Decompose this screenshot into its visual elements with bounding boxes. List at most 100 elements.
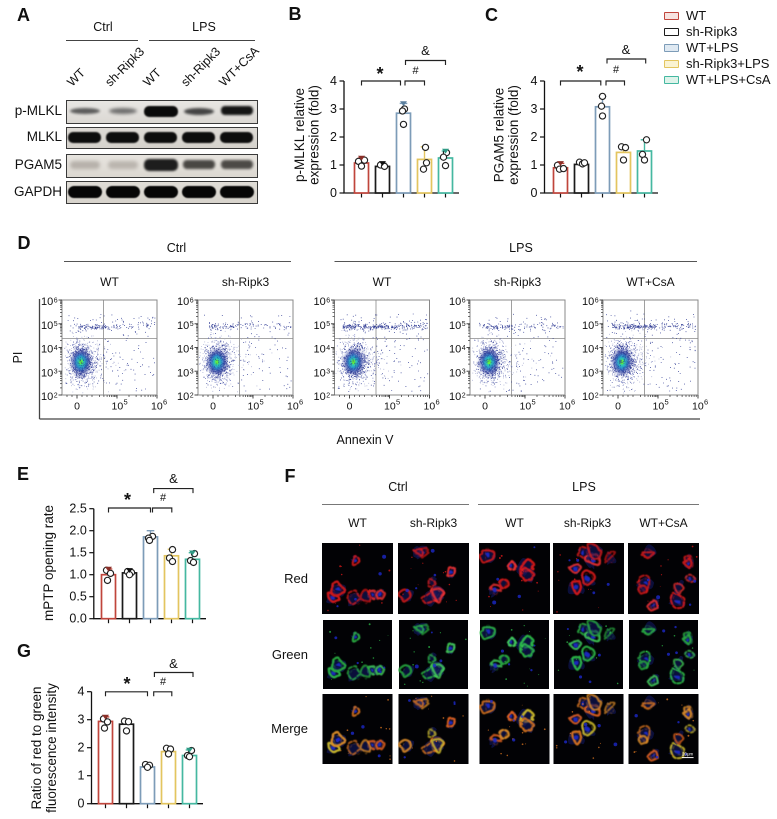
svg-text:fluorescence intensity: fluorescence intensity [44,683,59,813]
svg-text:0: 0 [531,186,538,200]
svg-text:0: 0 [615,401,621,413]
svg-text:10: 10 [112,401,124,413]
svg-text:10: 10 [449,344,461,356]
svg-text:10: 10 [582,344,594,356]
svg-text:0: 0 [78,797,85,811]
svg-text:4: 4 [54,345,58,352]
svg-text:WT+CsA: WT+CsA [626,275,674,289]
svg-text:10: 10 [248,401,260,413]
svg-text:10: 10 [653,401,665,413]
svg-text:5: 5 [462,321,466,328]
svg-text:expression (fold): expression (fold) [307,85,322,185]
svg-text:LPS: LPS [509,241,533,255]
svg-text:Ctrl: Ctrl [167,241,186,255]
svg-text:10: 10 [582,367,594,379]
svg-text:0: 0 [210,401,216,413]
svg-text:&: & [169,471,178,486]
svg-text:2: 2 [190,392,194,399]
svg-text:10: 10 [41,320,53,332]
svg-text:#: # [160,676,167,688]
svg-text:4: 4 [531,74,538,88]
svg-text:6: 6 [190,297,194,304]
svg-text:PI: PI [11,352,25,364]
svg-text:0: 0 [347,401,353,413]
svg-text:5: 5 [190,321,194,328]
svg-text:Annexin V: Annexin V [337,433,395,447]
svg-text:mPTP opening rate: mPTP opening rate [41,505,56,621]
svg-text:PGAM5 relative: PGAM5 relative [492,88,507,183]
svg-text:1.0: 1.0 [69,568,86,582]
svg-text:&: & [169,656,178,671]
svg-text:sh-Ripk3: sh-Ripk3 [222,275,270,289]
svg-text:5: 5 [595,321,599,328]
svg-text:5: 5 [396,398,400,407]
svg-text:expression (fold): expression (fold) [506,85,521,185]
svg-text:10: 10 [559,401,571,413]
svg-text:10: 10 [582,391,594,403]
svg-text:10: 10 [177,344,189,356]
svg-text:WT: WT [100,275,119,289]
svg-text:4: 4 [330,74,337,88]
svg-text:10: 10 [314,296,326,308]
svg-text:6: 6 [163,398,167,407]
svg-text:10: 10 [314,367,326,379]
svg-text:10: 10 [151,401,163,413]
svg-text:#: # [613,64,620,76]
svg-text:10: 10 [314,391,326,403]
svg-text:3: 3 [595,369,599,376]
svg-text:2: 2 [531,130,538,144]
svg-text:0: 0 [74,401,80,413]
svg-text:2: 2 [462,392,466,399]
svg-text:&: & [421,43,430,58]
svg-text:10: 10 [582,296,594,308]
svg-text:6: 6 [326,297,330,304]
svg-text:2: 2 [326,392,330,399]
svg-text:5: 5 [124,398,128,407]
svg-text:10: 10 [449,320,461,332]
svg-text:2.5: 2.5 [69,502,86,516]
svg-text:2: 2 [78,741,85,755]
svg-text:4: 4 [78,685,85,699]
svg-text:10: 10 [177,320,189,332]
svg-text:3: 3 [326,369,330,376]
svg-text:2.0: 2.0 [69,524,86,538]
svg-text:5: 5 [260,398,264,407]
svg-text:1: 1 [78,769,85,783]
svg-text:10: 10 [582,320,594,332]
svg-text:1: 1 [330,158,337,172]
svg-text:6: 6 [571,398,575,407]
svg-text:10: 10 [384,401,396,413]
svg-text:10: 10 [41,296,53,308]
svg-text:5: 5 [54,321,58,328]
svg-text:10: 10 [41,344,53,356]
svg-text:*: * [124,490,131,510]
svg-text:10: 10 [287,401,299,413]
svg-text:2: 2 [330,130,337,144]
svg-text:6: 6 [462,297,466,304]
svg-text:6: 6 [299,398,303,407]
svg-text:3: 3 [531,102,538,116]
svg-text:5: 5 [326,321,330,328]
svg-text:10: 10 [692,401,704,413]
svg-text:*: * [376,64,383,84]
svg-text:6: 6 [595,297,599,304]
svg-text:6: 6 [436,398,440,407]
svg-text:10: 10 [314,320,326,332]
svg-text:Ratio of red to green: Ratio of red to green [29,686,44,809]
svg-text:4: 4 [190,345,194,352]
svg-text:p-MLKL relative: p-MLKL relative [292,88,307,182]
svg-text:6: 6 [54,297,58,304]
svg-text:sh-Ripk3: sh-Ripk3 [494,275,542,289]
svg-text:#: # [160,492,167,504]
svg-text:3: 3 [462,369,466,376]
svg-text:4: 4 [595,345,599,352]
svg-text:WT: WT [373,275,392,289]
svg-text:5: 5 [532,398,536,407]
svg-text:#: # [412,65,419,77]
svg-text:5: 5 [665,398,669,407]
svg-text:10: 10 [41,391,53,403]
svg-text:10: 10 [449,296,461,308]
svg-text:0.0: 0.0 [69,612,86,626]
svg-text:0: 0 [482,401,488,413]
svg-text:*: * [123,674,130,694]
